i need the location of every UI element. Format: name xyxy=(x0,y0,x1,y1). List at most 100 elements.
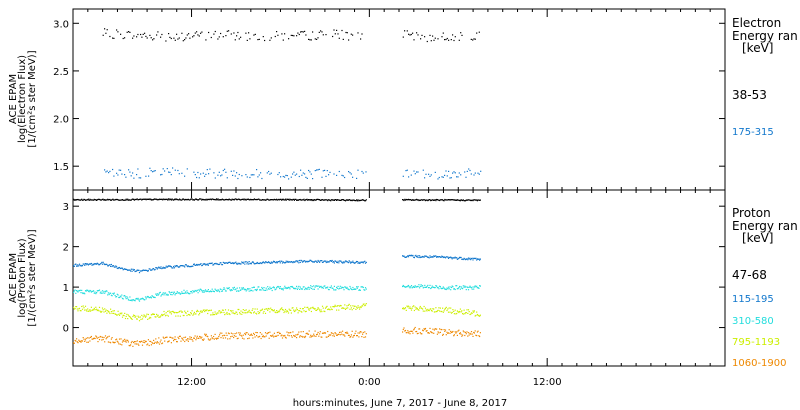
proton-point-1060-1900-172 xyxy=(200,337,202,339)
proton-point-47-68-14 xyxy=(83,198,85,200)
electron-point-38-53-31 xyxy=(160,36,162,38)
proton-point-1060-1900-95 xyxy=(143,340,145,342)
electron-point-175-315-165 xyxy=(450,177,452,179)
proton-point-795-1193-235 xyxy=(247,311,249,313)
proton-point-47-68-271 xyxy=(273,198,275,200)
proton-point-795-1193-176 xyxy=(203,309,205,311)
proton-point-47-68-309 xyxy=(301,199,304,201)
proton-point-115-195-240 xyxy=(250,263,252,265)
proton-point-1060-1900-330 xyxy=(317,331,319,334)
proton-point-1060-1900-205 xyxy=(224,337,227,339)
proton-point-47-68-410 xyxy=(412,199,414,201)
proton-point-47-68-18 xyxy=(86,199,88,201)
proton-point-1060-1900-399 xyxy=(404,330,406,332)
proton-point-1060-1900-184 xyxy=(209,339,211,341)
proton-point-115-195-80 xyxy=(132,268,134,270)
proton-point-795-1193-37 xyxy=(100,311,102,313)
proton-point-47-68-175 xyxy=(202,198,204,201)
proton-point-1060-1900-304 xyxy=(298,331,300,333)
proton-point-47-68-85 xyxy=(136,198,138,200)
proton-point-310-580-148 xyxy=(182,292,184,294)
proton-ytick-label-0: 0 xyxy=(63,324,69,335)
proton-point-47-68-238 xyxy=(249,199,251,201)
proton-point-795-1193-419 xyxy=(419,307,421,309)
proton-point-310-580-210 xyxy=(228,287,230,289)
proton-point-795-1193-191 xyxy=(214,311,216,313)
proton-point-1060-1900-465 xyxy=(453,335,455,337)
electron-point-38-53-57 xyxy=(205,39,207,41)
proton-point-310-580-354 xyxy=(335,289,337,291)
proton-point-47-68-496 xyxy=(476,199,478,201)
proton-point-310-580-29 xyxy=(94,291,96,293)
proton-point-47-68-84 xyxy=(135,199,137,201)
proton-point-310-580-189 xyxy=(213,290,215,292)
proton-point-115-195-373 xyxy=(349,261,351,263)
proton-point-310-580-337 xyxy=(322,287,324,289)
proton-point-795-1193-92 xyxy=(141,314,143,316)
proton-point-795-1193-294 xyxy=(290,312,292,314)
proton-point-1060-1900-160 xyxy=(191,339,193,341)
proton-point-47-68-360 xyxy=(339,199,341,201)
proton-point-795-1193-299 xyxy=(294,310,296,312)
proton-point-310-580-83 xyxy=(134,300,136,302)
proton-point-795-1193-143 xyxy=(179,310,181,312)
electron-ytick-label-1: 2.0 xyxy=(53,115,69,126)
electron-point-175-315-4 xyxy=(109,170,111,172)
proton-point-115-195-33 xyxy=(97,263,99,265)
proton-point-1060-1900-462 xyxy=(450,331,453,334)
proton-point-115-195-92 xyxy=(141,270,143,272)
proton-point-115-195-8 xyxy=(78,263,81,265)
proton-point-1060-1900-143 xyxy=(179,335,181,337)
proton-point-310-580-490 xyxy=(471,288,473,290)
proton-point-47-68-344 xyxy=(327,199,330,201)
proton-point-310-580-430 xyxy=(427,284,429,286)
proton-point-115-195-485 xyxy=(467,257,470,259)
proton-point-47-68-400 xyxy=(404,199,407,201)
electron-point-38-53-172 xyxy=(478,31,480,33)
proton-point-1060-1900-278 xyxy=(279,332,281,335)
proton-point-310-580-207 xyxy=(226,287,228,289)
proton-point-115-195-226 xyxy=(240,263,242,265)
proton-point-1060-1900-32 xyxy=(96,337,98,339)
proton-point-310-580-155 xyxy=(187,292,189,294)
electron-point-175-315-108 xyxy=(305,176,307,178)
proton-point-115-195-102 xyxy=(148,268,150,270)
proton-point-310-580-243 xyxy=(253,286,255,288)
proton-point-47-68-207 xyxy=(226,199,228,201)
proton-point-795-1193-122 xyxy=(163,310,165,313)
electron-point-38-53-166 xyxy=(461,34,463,36)
proton-point-115-195-252 xyxy=(259,262,261,264)
electron-point-175-315-68 xyxy=(232,174,234,176)
proton-point-47-68-23 xyxy=(90,199,92,201)
proton-point-47-68-196 xyxy=(218,199,220,201)
proton-point-1060-1900-171 xyxy=(199,336,201,338)
proton-point-1060-1900-196 xyxy=(218,335,220,338)
proton-point-310-580-388 xyxy=(360,286,362,288)
proton-point-310-580-143 xyxy=(179,292,181,294)
proton-point-115-195-116 xyxy=(158,267,161,269)
proton-point-795-1193-159 xyxy=(190,313,192,315)
proton-point-115-195-478 xyxy=(462,258,464,261)
proton-point-1060-1900-496 xyxy=(476,335,478,337)
proton-point-1060-1900-174 xyxy=(201,339,204,341)
proton-point-115-195-177 xyxy=(204,263,206,265)
proton-point-310-580-482 xyxy=(465,289,467,291)
proton-point-1060-1900-71 xyxy=(125,341,127,343)
electron-point-38-53-142 xyxy=(416,32,418,34)
proton-point-1060-1900-318 xyxy=(308,330,310,332)
proton-point-115-195-114 xyxy=(157,267,159,269)
proton-point-1060-1900-455 xyxy=(445,334,447,336)
proton-point-47-68-246 xyxy=(255,199,257,201)
proton-point-1060-1900-148 xyxy=(182,339,184,341)
proton-point-795-1193-184 xyxy=(209,309,211,311)
proton-point-115-195-203 xyxy=(223,262,225,264)
proton-point-47-68-422 xyxy=(421,199,423,201)
proton-point-310-580-218 xyxy=(234,289,236,291)
proton-point-115-195-35 xyxy=(98,264,101,266)
proton-point-310-580-375 xyxy=(350,288,352,290)
proton-point-115-195-16 xyxy=(84,263,87,265)
proton-point-795-1193-26 xyxy=(92,309,94,311)
proton-point-1060-1900-263 xyxy=(267,332,270,334)
proton-point-310-580-135 xyxy=(173,293,175,295)
proton-point-1060-1900-234 xyxy=(246,332,248,334)
